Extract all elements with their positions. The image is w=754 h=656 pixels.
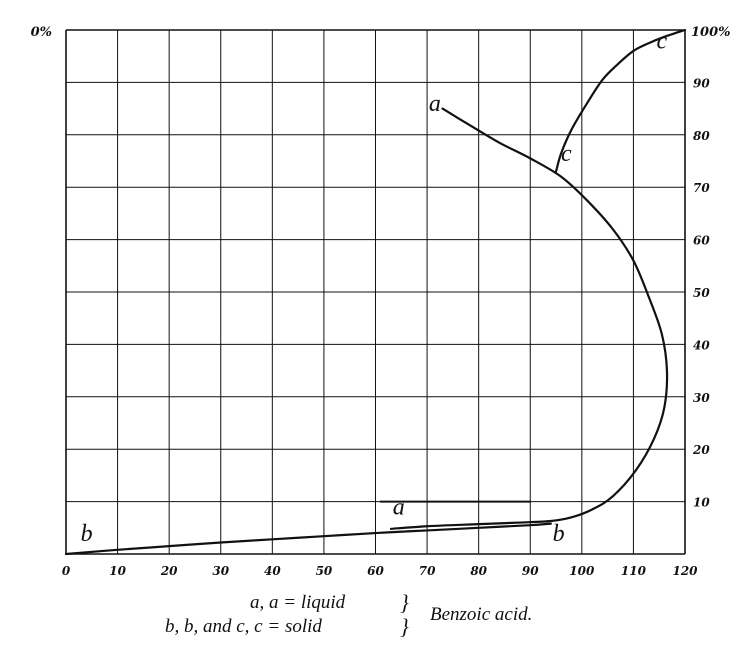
legend-line-liquid: a, a = liquid	[250, 592, 346, 613]
series-line-c	[554, 28, 687, 173]
y-tick-label: 60	[693, 234, 710, 248]
y-tick-label: 40	[693, 338, 710, 352]
chart-curves	[64, 28, 687, 556]
curve-label-c: c	[656, 28, 667, 54]
y-tick-label: 10	[693, 496, 710, 510]
y-top-left-label: 0%	[31, 25, 52, 40]
series-line-a	[389, 107, 669, 530]
chart-curve-labels: a a b b c c	[81, 28, 668, 547]
x-tick-label: 70	[419, 564, 436, 578]
curve-label-a: a	[393, 495, 405, 521]
x-tick-label: 120	[672, 564, 698, 578]
legend-substance: Benzoic acid.	[430, 604, 533, 625]
curve-label-c: c	[561, 141, 572, 167]
x-tick-label: 110	[621, 564, 647, 578]
x-tick-label: 10	[109, 564, 126, 578]
x-tick-label: 40	[264, 564, 281, 578]
x-tick-label: 30	[212, 564, 229, 578]
curve-label-b: b	[553, 521, 565, 547]
x-tick-label: 80	[470, 564, 487, 578]
x-tick-label: 100	[569, 564, 595, 578]
x-tick-label: 90	[522, 564, 539, 578]
x-tick-label: 50	[316, 564, 333, 578]
y-top-right-label: 100%	[691, 25, 731, 40]
y-tick-label: 70	[693, 181, 710, 195]
chart-tick-labels: 0 10 20 30 40 50 60 70 80 90 100 110 120 10 20 30 40 50 60…	[31, 25, 731, 578]
curve-label-b: b	[81, 521, 93, 547]
curve-label-a: a	[429, 91, 441, 117]
legend-brace-top: }	[400, 590, 409, 615]
y-tick-label: 20	[692, 443, 710, 457]
y-tick-label: 80	[693, 129, 710, 143]
x-tick-label: 20	[160, 564, 178, 578]
legend-line-solid: b, b, and c, c = solid	[165, 616, 322, 637]
y-tick-label: 50	[693, 286, 710, 300]
y-tick-label: 90	[693, 76, 710, 90]
x-tick-label: 0	[62, 564, 71, 578]
legend-brace-bottom: }	[400, 614, 409, 639]
chart-grid	[65, 29, 686, 555]
series-line-b	[64, 522, 552, 556]
x-tick-label: 60	[367, 564, 384, 578]
y-tick-label: 30	[693, 391, 710, 405]
